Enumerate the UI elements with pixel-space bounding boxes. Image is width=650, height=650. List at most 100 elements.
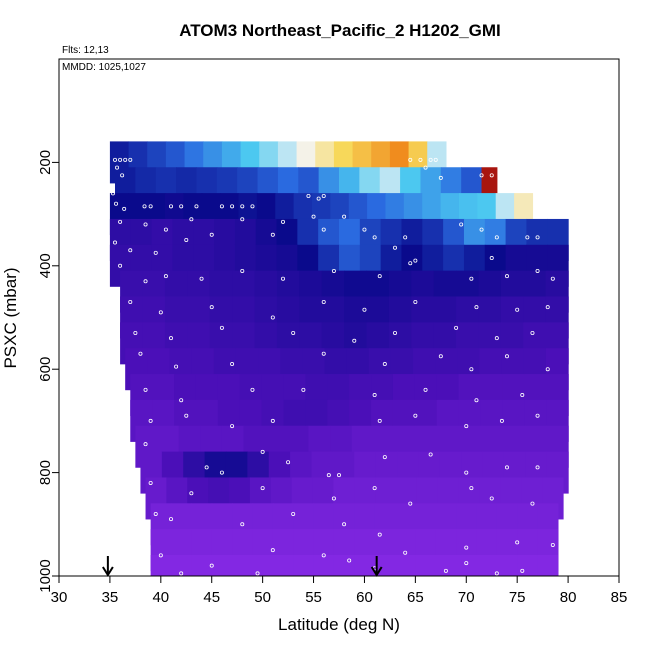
heatmap-cell-17-0	[150, 555, 172, 576]
sample-point-134	[153, 511, 158, 516]
sample-point-40	[184, 237, 189, 242]
heatmap-cell-17-18	[517, 555, 539, 576]
sample-point-113	[143, 442, 148, 447]
sample-point-136	[240, 522, 245, 527]
sample-point-39	[153, 250, 158, 255]
sample-point-2	[123, 157, 128, 162]
sample-point-95	[545, 367, 550, 372]
sample-point-142	[550, 542, 555, 547]
sample-point-85	[494, 336, 499, 341]
sample-point-22	[418, 157, 423, 162]
sample-point-130	[408, 501, 413, 506]
sample-point-123	[504, 465, 509, 470]
sample-point-151	[179, 571, 184, 576]
sample-point-41	[209, 232, 214, 237]
sample-point-16	[240, 204, 245, 209]
sample-point-46	[392, 245, 397, 250]
sample-point-30	[143, 222, 148, 227]
sample-point-23	[428, 157, 433, 162]
sample-point-54	[143, 279, 148, 284]
sample-point-83	[392, 331, 397, 336]
sample-point-99	[301, 387, 306, 392]
sample-point-103	[520, 393, 525, 398]
sample-point-104	[148, 418, 153, 423]
sample-point-140	[464, 545, 469, 550]
sample-point-109	[413, 413, 418, 418]
sample-point-52	[535, 235, 540, 240]
sample-point-147	[347, 558, 352, 563]
x-tick-label-65: 65	[407, 589, 424, 606]
sample-point-24	[433, 157, 438, 162]
heatmap-cell-17-7	[293, 555, 315, 576]
sample-point-26	[423, 165, 428, 170]
sample-point-67	[550, 276, 555, 281]
sample-point-7	[114, 201, 119, 206]
sample-point-94	[504, 354, 509, 359]
sample-point-129	[372, 486, 377, 491]
sample-point-33	[240, 217, 245, 222]
sample-point-100	[372, 393, 377, 398]
sample-point-66	[535, 268, 540, 273]
x-tick-label-80: 80	[560, 589, 577, 606]
sample-point-155	[494, 571, 499, 576]
flight-arrow-head-0	[102, 566, 114, 577]
sample-point-53	[118, 263, 123, 268]
heatmap-cell-17-3	[211, 555, 233, 576]
sample-point-126	[189, 491, 194, 496]
sample-point-57	[240, 268, 245, 273]
sample-point-1	[118, 157, 123, 162]
x-tick-label-85: 85	[611, 589, 628, 606]
sample-point-152	[255, 571, 260, 576]
flight-arrows	[102, 556, 383, 577]
heatmap-cell-17-4	[232, 555, 254, 576]
sample-point-74	[413, 299, 418, 304]
sample-point-150	[520, 568, 525, 573]
sample-point-13	[194, 204, 199, 209]
sample-point-79	[168, 336, 173, 341]
sample-point-105	[184, 413, 189, 418]
x-axis-label: Latitude (deg N)	[278, 615, 400, 634]
sample-point-69	[158, 310, 163, 315]
sample-point-114	[204, 465, 209, 470]
sample-point-43	[321, 227, 326, 232]
sample-point-48	[459, 222, 464, 227]
sample-point-3	[128, 157, 133, 162]
sample-point-112	[535, 413, 540, 418]
sample-point-148	[403, 550, 408, 555]
sample-point-77	[545, 305, 550, 310]
x-tick-label-60: 60	[356, 589, 373, 606]
heatmap-cell-17-2	[191, 555, 213, 576]
sample-point-36	[342, 214, 347, 219]
sample-point-75	[474, 305, 479, 310]
sample-point-47	[403, 235, 408, 240]
sample-point-131	[469, 486, 474, 491]
heatmap-cell-17-15	[456, 555, 478, 576]
sample-point-125	[148, 480, 153, 485]
sample-point-93	[469, 367, 474, 372]
sample-point-34	[280, 219, 285, 224]
x-tick-label-35: 35	[102, 589, 119, 606]
sample-point-25	[438, 175, 443, 180]
sample-point-127	[260, 486, 265, 491]
sample-point-0	[113, 157, 118, 162]
sample-point-12	[179, 204, 184, 209]
sample-point-137	[291, 511, 296, 516]
sample-point-102	[474, 398, 479, 403]
x-tick-label-40: 40	[152, 589, 169, 606]
heatmap-cell-17-8	[313, 555, 335, 576]
sample-point-38	[128, 248, 133, 253]
sample-point-14	[219, 204, 224, 209]
x-tick-label-70: 70	[458, 589, 475, 606]
sample-point-89	[230, 362, 235, 367]
sample-point-78	[133, 331, 138, 336]
sample-point-91	[382, 362, 387, 367]
sample-point-55	[163, 274, 168, 279]
sample-point-111	[499, 418, 504, 423]
heatmap-cell-17-6	[272, 555, 294, 576]
sample-point-28	[489, 173, 494, 178]
sample-point-60	[377, 274, 382, 279]
y-tick-label-200: 200	[37, 150, 54, 175]
plot-frame	[58, 58, 620, 577]
sample-point-124	[535, 465, 540, 470]
